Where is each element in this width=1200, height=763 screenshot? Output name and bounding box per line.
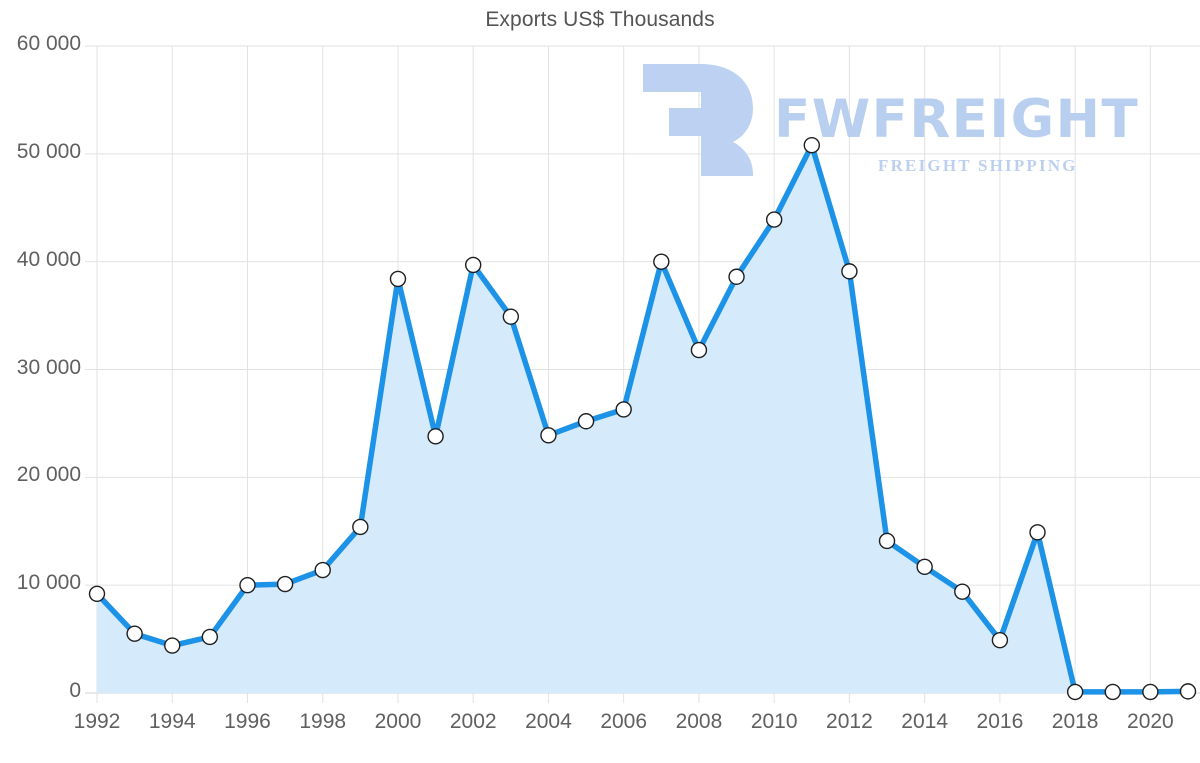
x-axis-tick-label: 2002 [449,710,497,733]
x-axis-tick-label: 2000 [374,710,422,733]
data-point-marker[interactable] [540,427,557,444]
data-point-marker[interactable] [1029,524,1046,541]
y-axis-tick-label: 40 000 [16,247,81,271]
data-point-marker[interactable] [878,532,896,550]
data-point-marker[interactable] [126,625,143,642]
y-axis-tick-label: 30 000 [16,355,81,379]
data-point-marker[interactable] [653,253,670,270]
data-point-marker[interactable] [577,413,595,430]
x-axis-tick-label: 1998 [299,710,347,733]
data-point-marker[interactable] [728,268,745,285]
data-point-marker[interactable] [841,263,858,280]
x-axis-tick-label: 1992 [73,710,121,733]
data-point-marker[interactable] [991,631,1009,649]
y-axis-tick-label: 20 000 [16,463,81,487]
x-axis-tick-label: 1994 [148,710,196,733]
series-markers [88,137,1197,701]
data-point-marker[interactable] [352,518,369,536]
x-axis-tick-label: 2004 [525,710,572,733]
x-axis-tick-label: 2008 [675,710,723,733]
data-point-marker[interactable] [389,270,407,288]
data-point-marker[interactable] [427,428,444,445]
data-point-marker[interactable] [1066,683,1084,701]
data-point-marker[interactable] [615,401,632,418]
x-axis-tick-label: 2014 [901,710,948,733]
x-axis-tick-label: 2010 [750,710,798,733]
data-point-marker[interactable] [916,558,933,576]
y-axis-tick-label: 60 000 [16,32,81,55]
data-point-marker[interactable] [201,628,219,646]
data-point-marker[interactable] [276,575,294,593]
y-axis-tick-label: 10 000 [16,571,81,595]
data-point-marker[interactable] [690,341,708,359]
x-axis-tick-label: 2012 [826,710,873,733]
data-point-marker[interactable] [502,308,520,325]
data-point-marker[interactable] [465,256,482,274]
data-point-marker[interactable] [1142,683,1159,701]
x-axis-tick-label: 2016 [976,710,1024,733]
data-point-marker[interactable] [954,583,971,600]
data-point-marker[interactable] [239,576,256,594]
y-axis-tick-label: 50 000 [16,139,81,163]
y-axis-tick-label: 0 [69,679,81,702]
x-axis-tick-label: 2006 [600,710,648,733]
data-point-marker[interactable] [803,137,820,154]
data-point-marker[interactable] [164,637,181,654]
data-point-marker[interactable] [765,211,783,228]
data-point-marker[interactable] [88,585,106,602]
x-axis-tick-label: 2018 [1051,710,1099,733]
x-axis-tick-label: 2020 [1127,710,1174,733]
x-axis-tick-label: 1996 [224,710,271,733]
chart-title: Exports US$ Thousands [485,8,715,31]
data-point-marker[interactable] [1179,683,1197,700]
data-point-marker[interactable] [1104,683,1121,701]
series-area-fill [97,145,1188,693]
data-point-marker[interactable] [314,561,331,579]
